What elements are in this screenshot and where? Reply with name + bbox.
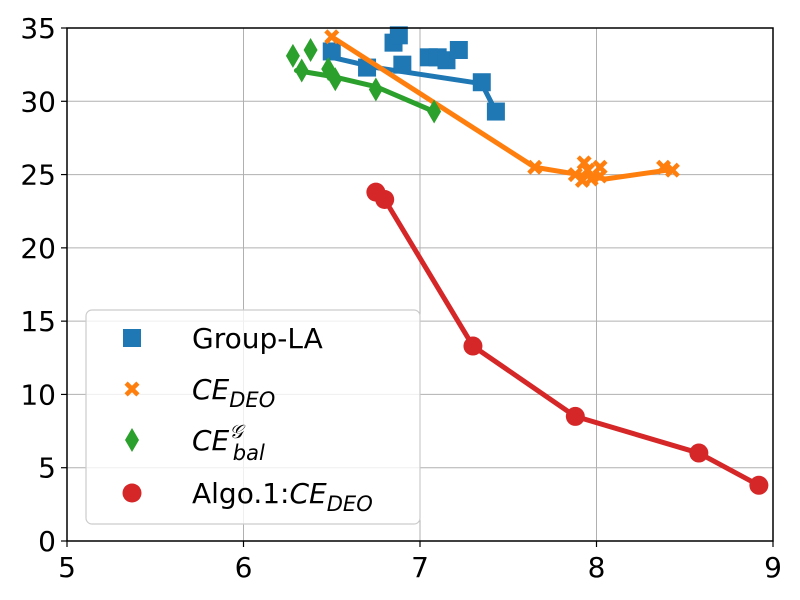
series-line xyxy=(293,68,437,115)
legend-label-sub: DEO xyxy=(327,492,373,516)
legend-label-main: CE xyxy=(192,424,230,457)
x-tick-label: 9 xyxy=(764,551,782,584)
data-point xyxy=(393,55,412,74)
data-point xyxy=(294,58,309,83)
x-tick-label: 5 xyxy=(58,551,76,584)
plot-frame xyxy=(66,27,774,542)
legend-item-algo-1-ce-deo: Algo.1:CEDEO xyxy=(122,477,373,516)
data-point xyxy=(527,159,543,175)
x-tick-label: 8 xyxy=(588,551,606,584)
data-point xyxy=(285,43,300,68)
x-tick-label: 7 xyxy=(411,551,429,584)
data-point xyxy=(472,73,491,92)
data-point xyxy=(592,168,608,184)
legend-label-sub: bal xyxy=(233,441,265,465)
y-tick-label: 0 xyxy=(38,525,56,558)
legend-item-group-la: Group-LA xyxy=(123,322,323,355)
data-point xyxy=(565,406,585,426)
series-ce-deo xyxy=(324,29,680,188)
data-point xyxy=(375,189,395,209)
legend-label: CE𝒢 bal xyxy=(192,421,265,465)
y-tick-label: 35 xyxy=(20,12,56,45)
data-point xyxy=(303,37,318,62)
data-point xyxy=(427,99,442,124)
legend-marker xyxy=(123,329,141,347)
data-point xyxy=(389,26,408,45)
legend-item-ce-deo: CEDEO xyxy=(124,373,275,412)
y-tick-label: 5 xyxy=(38,452,56,485)
series-algo-1-ce-deo xyxy=(366,182,769,495)
x-tick-label: 6 xyxy=(235,551,253,584)
y-tick-label: 10 xyxy=(20,378,56,411)
legend-item-ce-bal-g: CE𝒢 bal xyxy=(125,421,265,465)
data-point xyxy=(580,162,596,178)
y-tick-label: 25 xyxy=(20,159,56,192)
legend-label: CEDEO xyxy=(192,373,275,412)
series-ce-bal-g xyxy=(285,37,442,124)
legend-label-prefix: Algo.1: xyxy=(192,477,290,510)
series-line xyxy=(329,54,499,115)
legend-box xyxy=(85,309,421,525)
plot-series xyxy=(285,26,769,495)
data-point xyxy=(689,443,709,463)
data-point xyxy=(368,77,383,102)
y-tick-label: 30 xyxy=(20,85,56,118)
data-point xyxy=(324,29,340,45)
legend-label: Group-LA xyxy=(192,322,323,355)
legend-marker xyxy=(122,483,142,503)
series-group-la xyxy=(322,26,505,121)
data-point xyxy=(322,42,341,61)
data-point xyxy=(576,155,592,171)
data-point xyxy=(328,67,343,92)
series-line xyxy=(373,189,762,488)
legend-marker xyxy=(125,428,139,452)
legend-label-main: CE xyxy=(192,373,230,406)
data-point xyxy=(749,475,769,495)
y-tick-label: 20 xyxy=(20,232,56,265)
data-point xyxy=(463,336,483,356)
y-tick-label: 15 xyxy=(20,305,56,338)
data-point xyxy=(664,162,680,178)
legend-marker xyxy=(124,381,140,397)
data-point xyxy=(449,40,468,59)
legend-label-main: Group-LA xyxy=(192,322,323,355)
legend-label-sup: 𝒢 xyxy=(229,421,246,443)
legend-label-sub: DEO xyxy=(229,388,275,412)
legend-label-main: CE xyxy=(290,477,328,510)
data-point xyxy=(486,102,505,121)
legend-label: Algo.1:CEDEO xyxy=(192,477,373,516)
